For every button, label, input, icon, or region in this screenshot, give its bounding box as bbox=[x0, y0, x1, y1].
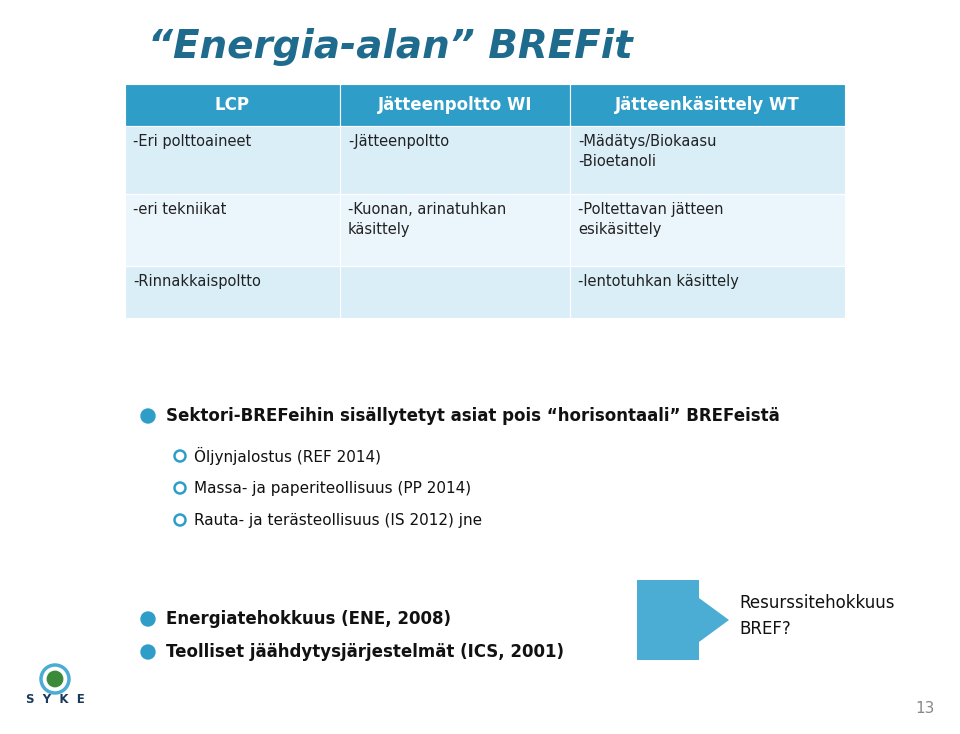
Text: Sektori-BREFeihin sisällytetyt asiat pois “horisontaali” BREFeistä: Sektori-BREFeihin sisällytetyt asiat poi… bbox=[166, 407, 780, 425]
Text: Jätteenpoltto WI: Jätteenpoltto WI bbox=[377, 96, 532, 114]
Circle shape bbox=[141, 409, 155, 423]
Text: -Rinnakkaispoltto: -Rinnakkaispoltto bbox=[133, 274, 261, 289]
Text: Teolliset jäähdytysjärjestelmät (ICS, 2001): Teolliset jäähdytysjärjestelmät (ICS, 20… bbox=[166, 643, 564, 661]
Circle shape bbox=[175, 482, 185, 493]
FancyBboxPatch shape bbox=[570, 84, 845, 126]
Text: Öljynjalostus (REF 2014): Öljynjalostus (REF 2014) bbox=[194, 447, 381, 465]
Text: Massa- ja paperiteollisuus (PP 2014): Massa- ja paperiteollisuus (PP 2014) bbox=[194, 481, 471, 495]
Text: LCP: LCP bbox=[215, 96, 250, 114]
Text: Jätteenkäsittely WT: Jätteenkäsittely WT bbox=[615, 96, 800, 114]
FancyBboxPatch shape bbox=[340, 84, 570, 126]
FancyBboxPatch shape bbox=[570, 266, 845, 318]
FancyBboxPatch shape bbox=[570, 194, 845, 266]
Text: -Kuonan, arinatuhkan
käsittely: -Kuonan, arinatuhkan käsittely bbox=[348, 202, 506, 237]
Polygon shape bbox=[0, 0, 110, 734]
Polygon shape bbox=[0, 0, 428, 734]
FancyBboxPatch shape bbox=[570, 126, 845, 194]
Text: Energiatehokkuus (ENE, 2008): Energiatehokkuus (ENE, 2008) bbox=[166, 610, 451, 628]
Circle shape bbox=[175, 515, 185, 526]
Text: S  Y  K  E: S Y K E bbox=[26, 693, 84, 706]
FancyBboxPatch shape bbox=[125, 194, 340, 266]
FancyBboxPatch shape bbox=[125, 126, 340, 194]
Text: -Mädätys/Biokaasu
-Bioetanoli: -Mädätys/Biokaasu -Bioetanoli bbox=[578, 134, 716, 170]
FancyBboxPatch shape bbox=[340, 194, 570, 266]
FancyBboxPatch shape bbox=[340, 126, 570, 194]
Text: 13: 13 bbox=[916, 701, 935, 716]
Text: “Energia-alan” BREFit: “Energia-alan” BREFit bbox=[148, 28, 633, 66]
Text: -Eri polttoaineet: -Eri polttoaineet bbox=[133, 134, 252, 149]
FancyBboxPatch shape bbox=[340, 266, 570, 318]
Text: -eri tekniikat: -eri tekniikat bbox=[133, 202, 227, 217]
FancyBboxPatch shape bbox=[125, 84, 340, 126]
Circle shape bbox=[47, 672, 62, 687]
Circle shape bbox=[175, 451, 185, 462]
Polygon shape bbox=[699, 598, 729, 642]
Text: -lentotuhkan käsittely: -lentotuhkan käsittely bbox=[578, 274, 739, 289]
Circle shape bbox=[141, 612, 155, 626]
Text: -Poltettavan jätteen
esikäsittely: -Poltettavan jätteen esikäsittely bbox=[578, 202, 724, 237]
Text: -Jätteenpoltto: -Jätteenpoltto bbox=[348, 134, 449, 149]
FancyBboxPatch shape bbox=[637, 580, 699, 660]
Text: Resurssitehokkuus
BREF?: Resurssitehokkuus BREF? bbox=[739, 595, 895, 638]
FancyBboxPatch shape bbox=[125, 266, 340, 318]
Circle shape bbox=[141, 645, 155, 659]
Text: Rauta- ja terästeollisuus (IS 2012) jne: Rauta- ja terästeollisuus (IS 2012) jne bbox=[194, 512, 482, 528]
